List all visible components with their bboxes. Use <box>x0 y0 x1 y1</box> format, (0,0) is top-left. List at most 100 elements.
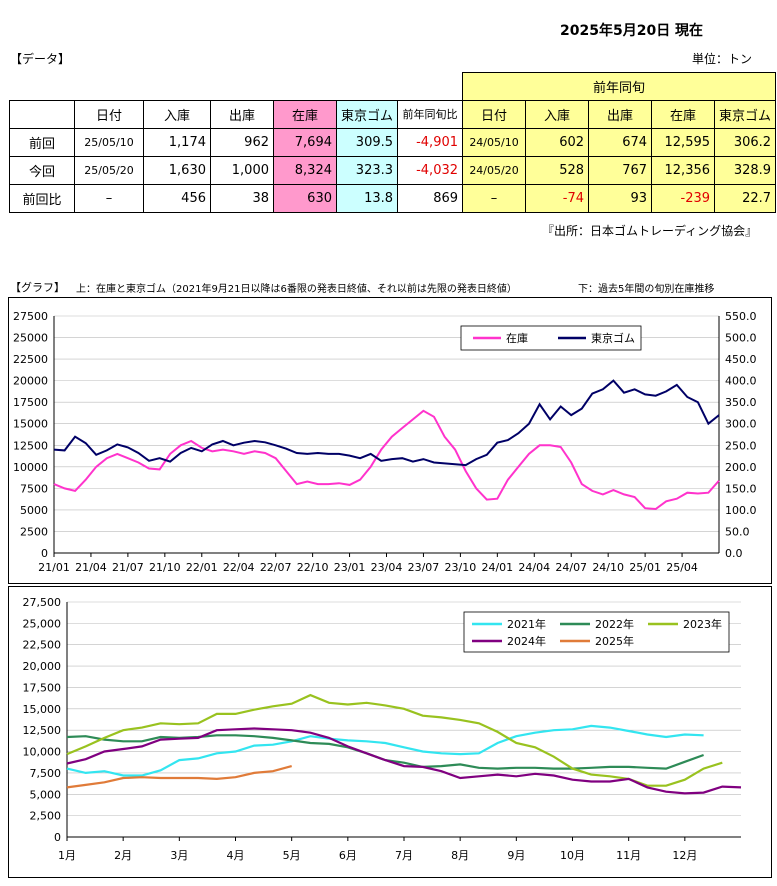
x-tick-label: 23/10 <box>445 561 477 574</box>
x-tick-label: 10月 <box>560 849 585 862</box>
source-note: 『出所：日本ゴムトレーディング協会』 <box>542 224 758 238</box>
x-tick-label: 21/04 <box>75 561 107 574</box>
x-tick-label: 12月 <box>672 849 697 862</box>
y-tick-label: 22,500 <box>23 639 62 652</box>
cell-yoy: -4,901 <box>397 127 464 157</box>
cell-yoy: 869 <box>397 183 464 213</box>
cell-out: 38 <box>210 183 274 213</box>
prev-year-header: 前年同旬 <box>462 72 777 101</box>
right-y-tick-label: 200.0 <box>725 461 757 474</box>
cell-py-date: – <box>462 183 527 213</box>
graph-label: 【グラフ】 <box>10 281 65 294</box>
col-header-date: 日付 <box>74 99 144 129</box>
y-tick-label: 2,500 <box>30 810 62 823</box>
legend-box <box>463 611 730 653</box>
legend-label: 東京ゴム <box>591 331 635 345</box>
lower-chart: 0 2,500 5,000 7,500 10,000 12,500 15,000 17,500… <box>23 596 742 862</box>
cell-stock: 8,324 <box>273 155 337 185</box>
unit-label: 単位：トン <box>692 52 753 66</box>
right-y-tick-label: 250.0 <box>725 439 757 452</box>
col-header-stock: 在庫 <box>273 99 337 129</box>
x-tick-label: 22/10 <box>297 561 329 574</box>
col-header-py-tokyo: 東京ゴム <box>714 99 777 129</box>
col-header-yoy: 前年同旬比 <box>397 99 464 129</box>
right-y-tick-label: 150.0 <box>725 482 757 495</box>
cell-py-out: 767 <box>588 155 653 185</box>
left-y-tick-label: 25000 <box>13 332 48 345</box>
left-y-tick-label: 0 <box>41 547 48 560</box>
cell-in: 1,630 <box>143 155 211 185</box>
x-tick-label: 23/04 <box>371 561 403 574</box>
cell-py-in: 602 <box>525 127 590 157</box>
x-tick-label: 3月 <box>170 849 188 862</box>
x-tick-label: 24/10 <box>592 561 624 574</box>
lower-chart-frame: 0 2,500 5,000 7,500 10,000 12,500 15,000 17,500… <box>8 586 772 878</box>
left-y-tick-label: 7500 <box>20 482 48 495</box>
table-row: 前回比 – 456 38 630 13.8 869 – -74 93 -239 … <box>9 183 777 213</box>
row-label: 前回 <box>9 127 75 157</box>
table-row: 前回 25/05/10 1,174 962 7,694 309.5 -4,901… <box>9 127 777 157</box>
legend-label: 2023年 <box>683 617 722 631</box>
y-tick-label: 12,500 <box>23 724 62 737</box>
y-tick-label: 10,000 <box>23 746 62 759</box>
right-y-tick-label: 450.0 <box>725 353 757 366</box>
cell-py-in: 528 <box>525 155 590 185</box>
cell-in: 1,174 <box>143 127 211 157</box>
lower-chart-desc: 下：過去5年間の旬別在庫推移 <box>578 284 715 295</box>
y-tick-label: 20,000 <box>23 660 62 673</box>
x-tick-label: 24/07 <box>555 561 587 574</box>
series-line-2023年 <box>66 693 723 787</box>
series-line-tokyo-rubber <box>53 379 720 467</box>
cell-py-tokyo: 306.2 <box>714 127 777 157</box>
left-y-tick-label: 22500 <box>13 353 48 366</box>
col-header-in: 入庫 <box>143 99 211 129</box>
table-row: 今回 25/05/20 1,630 1,000 8,324 323.3 -4,0… <box>9 155 777 185</box>
x-tick-label: 23/07 <box>408 561 440 574</box>
right-y-tick-label: 100.0 <box>725 504 757 517</box>
cell-tokyo: 323.3 <box>335 155 399 185</box>
y-tick-label: 5,000 <box>30 788 62 801</box>
x-tick-label: 22/01 <box>186 561 218 574</box>
left-y-tick-label: 2500 <box>20 525 48 538</box>
cell-py-tokyo: 22.7 <box>714 183 777 213</box>
right-y-tick-label: 50.0 <box>725 525 750 538</box>
col-header-py-date: 日付 <box>462 99 527 129</box>
x-tick-label: 24/04 <box>518 561 550 574</box>
cell-py-tokyo: 328.9 <box>714 155 777 185</box>
col-header-tokyo: 東京ゴム <box>335 99 399 129</box>
cell-py-out: 93 <box>588 183 653 213</box>
cell-in: 456 <box>143 183 211 213</box>
y-tick-label: 25,000 <box>23 617 62 630</box>
y-tick-label: 7,500 <box>30 767 62 780</box>
cell-date: 25/05/10 <box>74 127 144 157</box>
x-tick-label: 21/07 <box>112 561 144 574</box>
right-y-tick-label: 300.0 <box>725 418 757 431</box>
series-line-2021年 <box>66 724 704 777</box>
legend-label: 2021年 <box>507 617 546 631</box>
series-line-stock <box>53 409 720 511</box>
left-y-tick-label: 12500 <box>13 439 48 452</box>
x-tick-label: 22/07 <box>260 561 292 574</box>
x-tick-label: 6月 <box>339 849 357 862</box>
right-y-tick-label: 550.0 <box>725 310 757 323</box>
series-line-2024年 <box>66 727 742 795</box>
row-label: 今回 <box>9 155 75 185</box>
y-tick-label: 15,000 <box>23 703 62 716</box>
cell-py-out: 674 <box>588 127 653 157</box>
x-tick-label: 25/01 <box>629 561 661 574</box>
upper-chart-frame: 0 2500 5000 7500 10000 12500 15000 17500 20000 22… <box>8 297 772 584</box>
x-tick-label: 9月 <box>507 849 525 862</box>
left-y-tick-label: 20000 <box>13 375 48 388</box>
x-tick-label: 24/01 <box>481 561 513 574</box>
x-tick-label: 7月 <box>395 849 413 862</box>
cell-py-date: 24/05/20 <box>462 155 527 185</box>
cell-py-stock: 12,595 <box>651 127 716 157</box>
x-tick-label: 25/04 <box>666 561 698 574</box>
col-header-out: 出庫 <box>210 99 274 129</box>
x-tick-label: 21/10 <box>149 561 181 574</box>
legend-label: 2022年 <box>595 617 634 631</box>
cell-stock: 630 <box>273 183 337 213</box>
right-y-tick-label: 500.0 <box>725 332 757 345</box>
cell-out: 1,000 <box>210 155 274 185</box>
cell-py-in: -74 <box>525 183 590 213</box>
